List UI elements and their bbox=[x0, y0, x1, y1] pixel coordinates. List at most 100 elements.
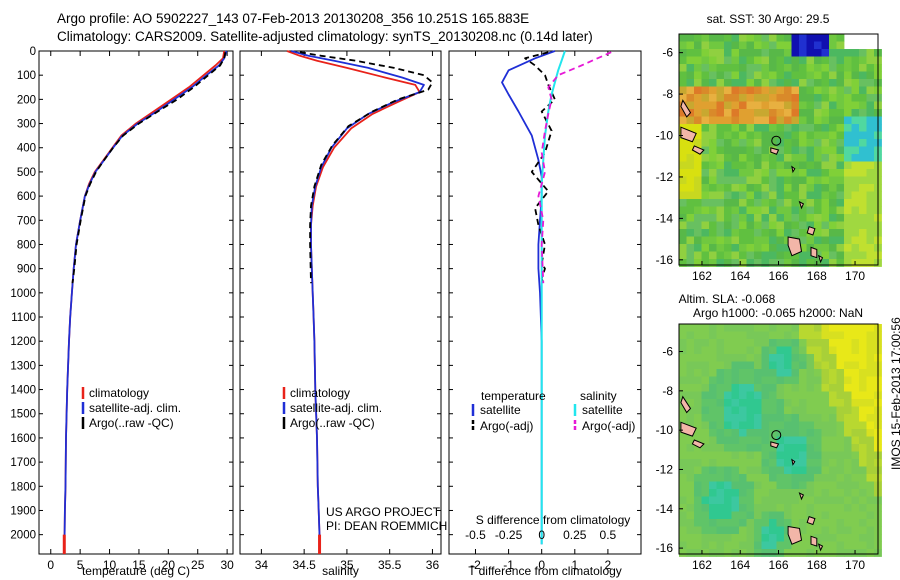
map-cell bbox=[821, 101, 830, 110]
map-cell bbox=[791, 221, 800, 230]
map-cell bbox=[701, 71, 710, 80]
map-cell bbox=[814, 474, 822, 482]
map-cell bbox=[701, 191, 710, 200]
map-cell bbox=[716, 109, 725, 117]
map-cell bbox=[866, 361, 875, 370]
map-cell bbox=[724, 49, 732, 57]
panel-temperature: 0 5 10 15 20 25 300100200300400500600700800900… bbox=[10, 46, 234, 578]
map-cell bbox=[746, 496, 755, 505]
map-cell bbox=[776, 116, 785, 125]
project-annotation: PI: DEAN ROEMMICH bbox=[326, 519, 447, 533]
map-cell bbox=[739, 49, 747, 57]
map-cell bbox=[746, 436, 755, 445]
map-cell bbox=[844, 154, 852, 162]
map-cell bbox=[806, 109, 815, 117]
map-x-tick-label: 168 bbox=[807, 269, 827, 283]
map-cell bbox=[746, 236, 755, 245]
map-cell bbox=[679, 116, 687, 125]
map-cell bbox=[836, 131, 845, 140]
map-cell bbox=[724, 414, 732, 422]
map-cell bbox=[724, 41, 732, 50]
map-cell bbox=[731, 251, 740, 260]
map-cell bbox=[791, 481, 800, 490]
map-cell bbox=[829, 199, 837, 207]
map-cell bbox=[806, 56, 815, 65]
map-cell bbox=[769, 206, 777, 215]
map-cell bbox=[769, 489, 777, 497]
map-cell bbox=[799, 406, 807, 415]
map-cell bbox=[709, 131, 717, 140]
map-cell bbox=[844, 131, 852, 140]
map-cell bbox=[844, 466, 852, 475]
map-cell bbox=[724, 444, 732, 452]
map-cell bbox=[829, 391, 837, 400]
y-tick-label: 500 bbox=[17, 167, 36, 179]
map-cell bbox=[716, 481, 725, 490]
map-cell bbox=[769, 436, 777, 445]
map-cell bbox=[679, 34, 687, 42]
map-cell bbox=[799, 131, 807, 140]
map-cell bbox=[776, 436, 785, 445]
series-line-temperature-argo-adj- bbox=[524, 51, 556, 284]
map-cell bbox=[814, 414, 822, 422]
map-cell bbox=[761, 199, 770, 207]
map-cell bbox=[784, 421, 792, 430]
map-cell bbox=[799, 244, 807, 252]
map-cell bbox=[829, 79, 837, 87]
map-cell bbox=[769, 34, 777, 42]
map-cell bbox=[701, 421, 710, 430]
map-cell bbox=[784, 71, 792, 80]
map-cell bbox=[694, 109, 702, 117]
map-cell bbox=[844, 369, 852, 377]
map-cell bbox=[791, 444, 800, 452]
map-cell bbox=[724, 251, 732, 260]
map-cell bbox=[784, 169, 792, 177]
map-cell bbox=[814, 384, 822, 392]
map-cell bbox=[769, 354, 777, 362]
map-cell bbox=[806, 504, 815, 512]
map-cell bbox=[821, 214, 830, 222]
map-cell bbox=[769, 376, 777, 385]
map-cell bbox=[694, 56, 702, 65]
map-cell bbox=[814, 324, 822, 332]
map-cell bbox=[821, 414, 830, 422]
map-cell bbox=[844, 79, 852, 87]
map-cell bbox=[701, 324, 710, 332]
map-cell bbox=[694, 236, 702, 245]
map-cell bbox=[731, 421, 740, 430]
map-cell bbox=[724, 481, 732, 490]
map-cell bbox=[791, 184, 800, 192]
map-cell bbox=[679, 376, 687, 385]
island-outline bbox=[691, 145, 705, 155]
map-cell bbox=[784, 154, 792, 162]
map-cell bbox=[746, 214, 755, 222]
map-cell bbox=[829, 496, 837, 505]
map-cell bbox=[776, 444, 785, 452]
map-cell bbox=[821, 331, 830, 340]
map-cell bbox=[836, 94, 845, 102]
map-cell bbox=[716, 504, 725, 512]
map-cell bbox=[731, 391, 740, 400]
map-cell bbox=[814, 436, 822, 445]
map-cell bbox=[769, 154, 777, 162]
map-cell bbox=[731, 206, 740, 215]
map-cell bbox=[694, 526, 702, 535]
map-cell bbox=[866, 221, 875, 230]
map-cell bbox=[836, 496, 845, 505]
map-cell bbox=[724, 184, 732, 192]
map-cell bbox=[784, 549, 792, 557]
map-cell bbox=[851, 49, 860, 57]
map-cell bbox=[731, 429, 740, 437]
map-cell bbox=[799, 184, 807, 192]
map-cell bbox=[739, 511, 747, 520]
map-cell bbox=[836, 429, 845, 437]
map-cell bbox=[716, 436, 725, 445]
map-cell bbox=[859, 86, 867, 95]
map-cell bbox=[814, 346, 822, 355]
map-cell bbox=[836, 451, 845, 460]
map-cell bbox=[866, 519, 875, 527]
map-cell bbox=[686, 161, 695, 170]
map-cell bbox=[821, 436, 830, 445]
map-cell bbox=[859, 161, 867, 170]
map-cell bbox=[701, 361, 710, 370]
